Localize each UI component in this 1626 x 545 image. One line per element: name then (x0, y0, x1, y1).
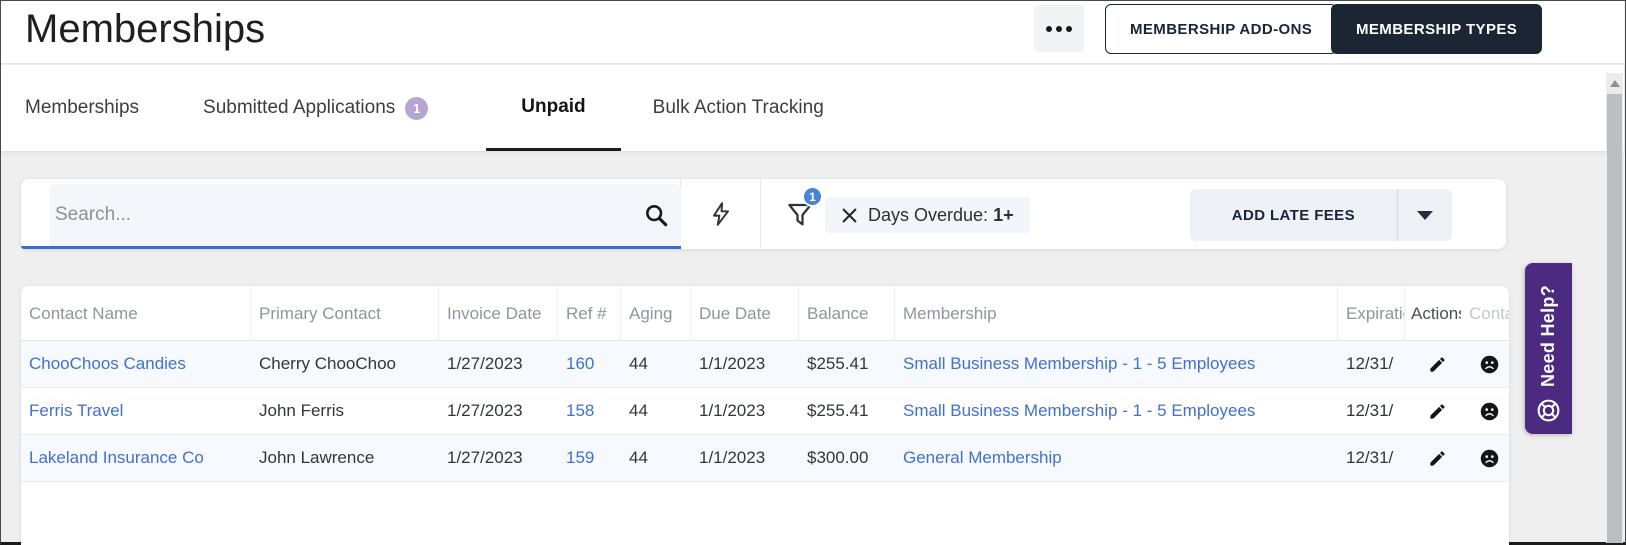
col-contact: Contact (1469, 304, 1509, 323)
membership-types-button[interactable]: MEMBERSHIP TYPES (1331, 4, 1543, 54)
membership-link[interactable]: Small Business Membership - 1 - 5 Employ… (903, 401, 1256, 420)
col-balance: Balance (799, 286, 895, 341)
page-title: Memberships (25, 7, 266, 51)
life-ring-icon (1537, 399, 1560, 422)
aging-cell: 44 (629, 354, 648, 373)
need-help-label: Need Help? (1538, 284, 1558, 387)
ref-link[interactable]: 158 (566, 401, 595, 420)
contact-name-link[interactable]: Ferris Travel (29, 401, 124, 420)
expiration-cell: 12/31/ (1346, 401, 1394, 420)
quick-actions-button[interactable] (681, 179, 761, 249)
vertical-scrollbar[interactable] (1606, 73, 1623, 543)
search-box (49, 184, 681, 246)
search-input[interactable] (49, 184, 631, 246)
balance-cell: $255.41 (807, 354, 869, 373)
sad-face-icon (1480, 449, 1498, 467)
sad-face-icon (1480, 402, 1498, 420)
col-actions: Actions (1411, 304, 1461, 323)
tab-unpaid[interactable]: Unpaid (486, 65, 621, 151)
filter-count-badge: 1 (802, 186, 823, 207)
invoice-date-cell: 1/27/2023 (447, 354, 523, 373)
more-options-icon (1046, 25, 1052, 32)
expiration-cell: 12/31/ (1346, 448, 1394, 467)
col-contact-name: Contact Name (21, 286, 251, 341)
pencil-icon (1429, 356, 1445, 372)
add-late-fees-button[interactable]: ADD LATE FEES (1190, 189, 1398, 241)
more-options-button[interactable] (1034, 5, 1084, 52)
membership-add-ons-button[interactable]: MEMBERSHIP ADD-ONS (1105, 4, 1338, 54)
col-membership: Membership (895, 286, 1338, 341)
unpaid-table: Contact Name Primary Contact Invoice Dat… (21, 286, 1509, 545)
scroll-up-arrow-icon (1609, 79, 1620, 87)
scrollbar-thumb[interactable] (1607, 94, 1622, 543)
col-expiration: Expiration (1338, 286, 1405, 341)
tab-bulk-action-tracking[interactable]: Bulk Action Tracking (652, 97, 824, 118)
tab-memberships[interactable]: Memberships (25, 97, 140, 118)
sad-face-icon (1480, 355, 1498, 373)
contact-status-button[interactable] (1461, 354, 1509, 375)
contact-status-button[interactable] (1461, 401, 1509, 422)
edit-button[interactable] (1405, 449, 1461, 468)
table-row: Ferris Travel John Ferris 1/27/2023 158 … (21, 388, 1509, 435)
col-aging: Aging (621, 286, 691, 341)
filter-chip-value: 1+ (993, 204, 1014, 225)
due-date-cell: 1/1/2023 (699, 354, 766, 373)
invoice-date-cell: 1/27/2023 (447, 401, 523, 420)
tab-bar: Memberships Submitted Applications 1 Unp… (1, 65, 1624, 151)
due-date-cell: 1/1/2023 (699, 401, 766, 420)
col-ref: Ref # (558, 286, 621, 341)
invoice-date-cell: 1/27/2023 (447, 448, 523, 467)
pencil-icon (1429, 403, 1445, 419)
add-late-fees-dropdown[interactable] (1398, 189, 1452, 241)
app-header: Memberships MEMBERSHIP ADD-ONS MEMBERSHI… (1, 1, 1624, 64)
edit-button[interactable] (1405, 402, 1461, 421)
filter-button[interactable]: 1 (773, 186, 827, 237)
filter-toolbar: 1 Days Overdue: 1+ ADD LATE FEES (21, 179, 1506, 249)
due-date-cell: 1/1/2023 (699, 448, 766, 467)
expiration-cell: 12/31/ (1346, 354, 1394, 373)
membership-link[interactable]: Small Business Membership - 1 - 5 Employ… (903, 354, 1256, 373)
need-help-tab[interactable]: Need Help? (1525, 263, 1572, 434)
submitted-applications-badge: 1 (405, 96, 429, 120)
chevron-down-icon (1417, 210, 1433, 220)
filter-chip-label: Days Overdue: 1+ (868, 204, 1014, 225)
table-row: Lakeland Insurance Co John Lawrence 1/27… (21, 435, 1509, 482)
col-due-date: Due Date (691, 286, 799, 341)
lightning-icon (712, 202, 729, 226)
ref-link[interactable]: 160 (566, 354, 595, 373)
membership-types-label: MEMBERSHIP TYPES (1356, 20, 1518, 38)
edit-button[interactable] (1405, 355, 1461, 374)
contact-status-button[interactable] (1461, 448, 1509, 469)
membership-link[interactable]: General Membership (903, 448, 1062, 467)
primary-contact-cell: Cherry ChooChoo (259, 354, 397, 373)
add-late-fees-split-button: ADD LATE FEES (1189, 189, 1452, 241)
aging-cell: 44 (629, 401, 648, 420)
scroll-up-button[interactable] (1606, 73, 1623, 93)
contact-name-link[interactable]: Lakeland Insurance Co (29, 448, 204, 467)
table-rows: ChooChoos Candies Cherry ChooChoo 1/27/2… (21, 341, 1509, 482)
tab-submitted-applications[interactable]: Submitted Applications 1 (203, 65, 429, 151)
primary-contact-cell: John Ferris (259, 401, 345, 420)
membership-add-ons-label: MEMBERSHIP ADD-ONS (1130, 20, 1313, 38)
contact-name-link[interactable]: ChooChoos Candies (29, 354, 186, 373)
ref-link[interactable]: 159 (566, 448, 595, 467)
table-row: ChooChoos Candies Cherry ChooChoo 1/27/2… (21, 341, 1509, 388)
balance-cell: $300.00 (807, 448, 869, 467)
search-icon[interactable] (631, 202, 681, 228)
col-invoice-date: Invoice Date (439, 286, 558, 341)
search-focus-underline (21, 246, 681, 249)
aging-cell: 44 (629, 448, 648, 467)
balance-cell: $255.41 (807, 401, 869, 420)
pencil-icon (1429, 450, 1445, 466)
table-header-row: Contact Name Primary Contact Invoice Dat… (21, 286, 1509, 341)
days-overdue-filter-chip[interactable]: Days Overdue: 1+ (825, 197, 1030, 233)
primary-contact-cell: John Lawrence (259, 448, 375, 467)
remove-filter-icon[interactable] (841, 207, 858, 224)
col-primary-contact: Primary Contact (251, 286, 439, 341)
search-section (21, 179, 681, 249)
